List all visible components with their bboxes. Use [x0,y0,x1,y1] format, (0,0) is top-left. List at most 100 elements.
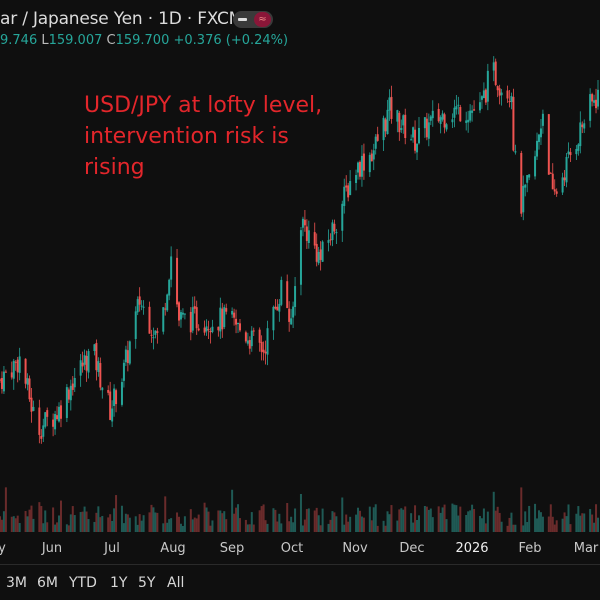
volume-bar [327,523,330,532]
candle-body [280,279,283,305]
candle-body [459,106,462,122]
volume-bar [329,519,332,532]
volume-bar [152,507,155,532]
candle-body [12,360,15,379]
volume-bar [124,513,127,532]
symbol-title[interactable]: ar / Japanese Yen · 1D · FXCM [0,9,244,29]
candle-body [358,161,361,177]
candle-body [113,388,116,406]
candle-body [335,232,338,234]
x-tick-label: Nov [342,541,368,556]
candle-body [567,151,570,155]
volume-bar [140,520,143,532]
volume-bar [107,517,110,532]
volume-bar [219,510,222,532]
price-chart[interactable] [0,0,600,540]
high-value: 9.746 [0,33,38,48]
volume-bar [404,506,407,532]
volume-bar [510,512,513,532]
candle-body [26,378,29,385]
volume-bar [349,516,352,532]
candle-body [28,378,31,400]
candle-body [457,104,460,106]
close-value: 159.700 [115,33,170,48]
volume-bar [128,517,131,532]
volume-bar [524,511,527,532]
candle-body [496,86,499,91]
range-all-button[interactable]: All [167,575,185,591]
volume-bar [292,522,295,532]
volume-bar [238,518,241,532]
candle-body [303,219,306,226]
volume-bar [52,507,55,532]
x-tick-label: Mar [573,541,599,556]
volume-bar [362,517,365,532]
range-5y-button[interactable]: 5Y [138,575,156,591]
volume-bar [303,519,306,532]
candle-body [541,113,544,126]
volume-bar [496,506,499,532]
candle-body [368,154,371,173]
x-tick-label: Feb [518,541,542,556]
candle-body [595,99,598,109]
candle-body [81,362,84,367]
volume-bar [400,508,403,532]
candle-body [410,139,413,141]
candle-body [305,226,308,241]
candle-body [579,122,582,147]
range-1y-button[interactable]: 1Y [110,575,128,591]
candle-body [181,312,184,315]
volume-bar [478,515,481,532]
volume-bar [355,514,358,532]
volume-bar [595,504,598,532]
chart-toggle-button[interactable]: ≈ [233,11,273,28]
candle-body [101,387,104,391]
candle-body [431,110,434,119]
candle-body [14,361,17,363]
volume-bar [67,525,70,532]
candle-body [486,70,489,102]
volume-bar [32,518,35,532]
volume-bar [315,507,318,532]
candle-body [250,330,253,347]
volume-bar [231,489,234,532]
volume-bar [345,514,348,532]
range-ytd-button[interactable]: YTD [69,575,97,591]
volume-bar [382,520,385,532]
candle-body [473,109,476,111]
volume-bar [56,522,59,532]
range-3m-button[interactable]: 3M [6,575,27,591]
candle-body [18,356,21,373]
volume-bar [0,519,3,532]
volume-bar [439,512,442,532]
time-axis[interactable]: y Jun Jul Aug Sep Oct Nov Dec 2026 Feb M… [0,540,600,564]
volume-bar [528,505,531,532]
candle-body [99,363,102,388]
candle-body [372,150,375,160]
divider [0,564,600,565]
candle-body [237,322,240,325]
candle-body [345,185,348,188]
volume-bar [294,508,297,532]
candle-body [288,308,291,322]
range-6m-button[interactable]: 6M [37,575,58,591]
volume-bar [126,514,129,532]
candle-body [93,344,96,351]
volume-bar [569,524,572,532]
candle-body [154,330,157,335]
candle-body [512,96,515,151]
volume-bar [12,516,15,532]
volume-bar [484,523,487,532]
candle-body [539,128,542,138]
candle-body [439,117,442,124]
candle-body [396,110,399,122]
candle-body [313,232,316,246]
candle-body [591,94,594,102]
candle-body [258,329,261,343]
volume-bar [59,500,62,532]
candle-body [561,177,564,193]
volume-bar [30,505,33,532]
candle-body [575,148,578,155]
volume-bar [577,506,580,532]
volume-bar [276,521,279,532]
